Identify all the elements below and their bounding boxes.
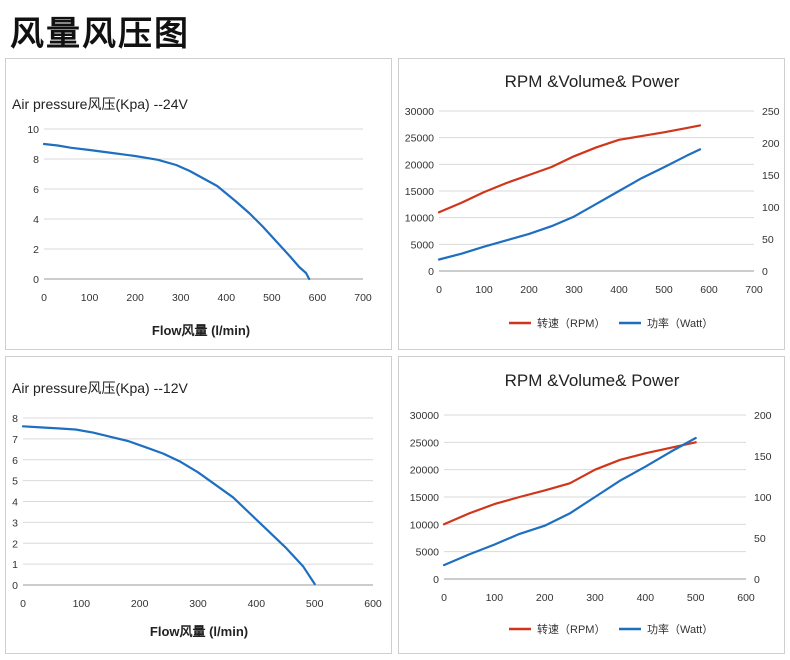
- x-tick-label: 600: [309, 292, 327, 304]
- y-tick-label: 15000: [405, 186, 434, 198]
- y2-tick-label: 50: [762, 234, 774, 246]
- y-tick-label: 15000: [410, 492, 439, 504]
- x-tick-label: 100: [81, 292, 99, 304]
- series-line-power: [442, 436, 697, 567]
- legend-label: 转速（RPM）: [537, 316, 605, 330]
- legend-label: 功率（Watt）: [647, 316, 713, 330]
- series-line-rpm: [442, 441, 697, 526]
- x-tick-label: 200: [536, 592, 554, 604]
- y-tick-label: 8: [12, 413, 18, 425]
- x-axis-label: Flow风量 (l/min): [150, 624, 248, 639]
- x-tick-label: 400: [218, 292, 236, 304]
- x-tick-label: 200: [126, 292, 144, 304]
- y-tick-label: 7: [12, 434, 18, 446]
- series-line-pressure: [21, 425, 316, 586]
- y-tick-label: 25000: [405, 133, 434, 145]
- y-tick-label: 20000: [405, 159, 434, 171]
- y2-tick-label: 150: [754, 451, 772, 463]
- y-tick-label: 0: [428, 266, 434, 278]
- y-tick-label: 4: [12, 497, 18, 509]
- y2-tick-label: 0: [754, 574, 760, 586]
- y2-tick-label: 100: [762, 202, 780, 214]
- chart-title: Air pressure风压(Kpa) --12V: [12, 380, 188, 396]
- y-tick-label: 20000: [410, 465, 439, 477]
- y2-tick-label: 200: [762, 138, 780, 150]
- x-tick-label: 400: [610, 284, 628, 296]
- x-axis-label: Flow风量 (l/min): [152, 323, 250, 338]
- y-tick-label: 25000: [410, 437, 439, 449]
- y-tick-label: 0: [12, 580, 18, 592]
- chart-title: RPM &Volume& Power: [505, 371, 680, 390]
- x-tick-label: 500: [263, 292, 281, 304]
- series-line-rpm: [437, 124, 702, 214]
- x-tick-label: 400: [248, 598, 266, 610]
- x-tick-label: 500: [655, 284, 673, 296]
- y-tick-label: 5: [12, 476, 18, 488]
- x-tick-label: 600: [364, 598, 382, 610]
- pressure-chart-12v: Air pressure风压(Kpa) --12V 0 1 2 3 4 5 6 7 8 0 100 20…: [12, 380, 382, 639]
- x-tick-label: 700: [745, 284, 763, 296]
- y-tick-label: 10000: [405, 213, 434, 225]
- y-tick-label: 6: [33, 184, 39, 196]
- y-tick-label: 30000: [405, 106, 434, 118]
- y-tick-label: 0: [433, 574, 439, 586]
- rpm-power-chart-24v: RPM &Volume& Power0500010000150002000025…: [405, 72, 780, 330]
- x-tick-label: 100: [475, 284, 493, 296]
- y-tick-label: 8: [33, 154, 39, 166]
- y-tick-label: 5000: [416, 547, 440, 559]
- y-tick-label: 3: [12, 517, 18, 529]
- y-tick-label: 10000: [410, 519, 439, 531]
- chart-panel-rpm-power-12v: RPM &Volume& Power 0 5000 10000 15000 20000 25…: [398, 356, 785, 654]
- x-tick-label: 200: [131, 598, 149, 610]
- chart-panel-pressure-12v: Air pressure风压(Kpa) --12V 0 1 2 3 4 5 6 7 8 0 100 20…: [5, 356, 392, 654]
- page-title: 风量风压图: [10, 14, 190, 54]
- rpm-power-chart-12v: RPM &Volume& Power0500010000150002000025…: [410, 371, 772, 636]
- chart-title: Air pressure风压(Kpa) --24V: [12, 96, 188, 112]
- x-tick-label: 300: [565, 284, 583, 296]
- x-tick-label: 0: [20, 598, 26, 610]
- y-tick-label: 5000: [411, 239, 435, 251]
- y-tick-label: 4: [33, 214, 39, 226]
- x-tick-label: 500: [306, 598, 324, 610]
- y-tick-label: 1: [12, 559, 18, 571]
- chart-title: RPM &Volume& Power: [505, 72, 680, 91]
- y-tick-label: 0: [33, 274, 39, 286]
- x-tick-label: 0: [41, 292, 47, 304]
- y2-tick-label: 150: [762, 170, 780, 182]
- legend-label: 功率（Watt）: [647, 622, 713, 636]
- y-tick-label: 2: [33, 244, 39, 256]
- x-tick-label: 200: [520, 284, 538, 296]
- y2-tick-label: 50: [754, 533, 766, 545]
- x-tick-label: 500: [687, 592, 705, 604]
- y2-tick-label: 0: [762, 266, 768, 278]
- x-tick-label: 700: [354, 292, 372, 304]
- x-tick-label: 100: [486, 592, 504, 604]
- y2-tick-label: 250: [762, 106, 780, 118]
- y-tick-label: 2: [12, 538, 18, 550]
- legend-label: 转速（RPM）: [537, 622, 605, 636]
- y2-tick-label: 200: [754, 410, 772, 422]
- x-tick-label: 100: [73, 598, 91, 610]
- x-tick-label: 600: [700, 284, 718, 296]
- x-tick-label: 300: [586, 592, 604, 604]
- y-tick-label: 30000: [410, 410, 439, 422]
- x-tick-label: 0: [441, 592, 447, 604]
- x-tick-label: 400: [637, 592, 655, 604]
- y2-tick-label: 100: [754, 492, 772, 504]
- series-line-power: [437, 148, 702, 261]
- series-line-pressure: [42, 142, 311, 281]
- y-tick-label: 6: [12, 455, 18, 467]
- chart-panel-pressure-24v: Air pressure风压(Kpa) --24V 0 2 4 6 8 10 0 100 200 3…: [5, 58, 392, 350]
- y-tick-label: 10: [27, 124, 39, 136]
- x-tick-label: 0: [436, 284, 442, 296]
- x-tick-label: 300: [172, 292, 190, 304]
- x-tick-label: 600: [737, 592, 755, 604]
- chart-panel-rpm-power-24v: RPM &Volume& Power 0 5000 10000 15000 20000 25…: [398, 58, 785, 350]
- x-tick-label: 300: [189, 598, 207, 610]
